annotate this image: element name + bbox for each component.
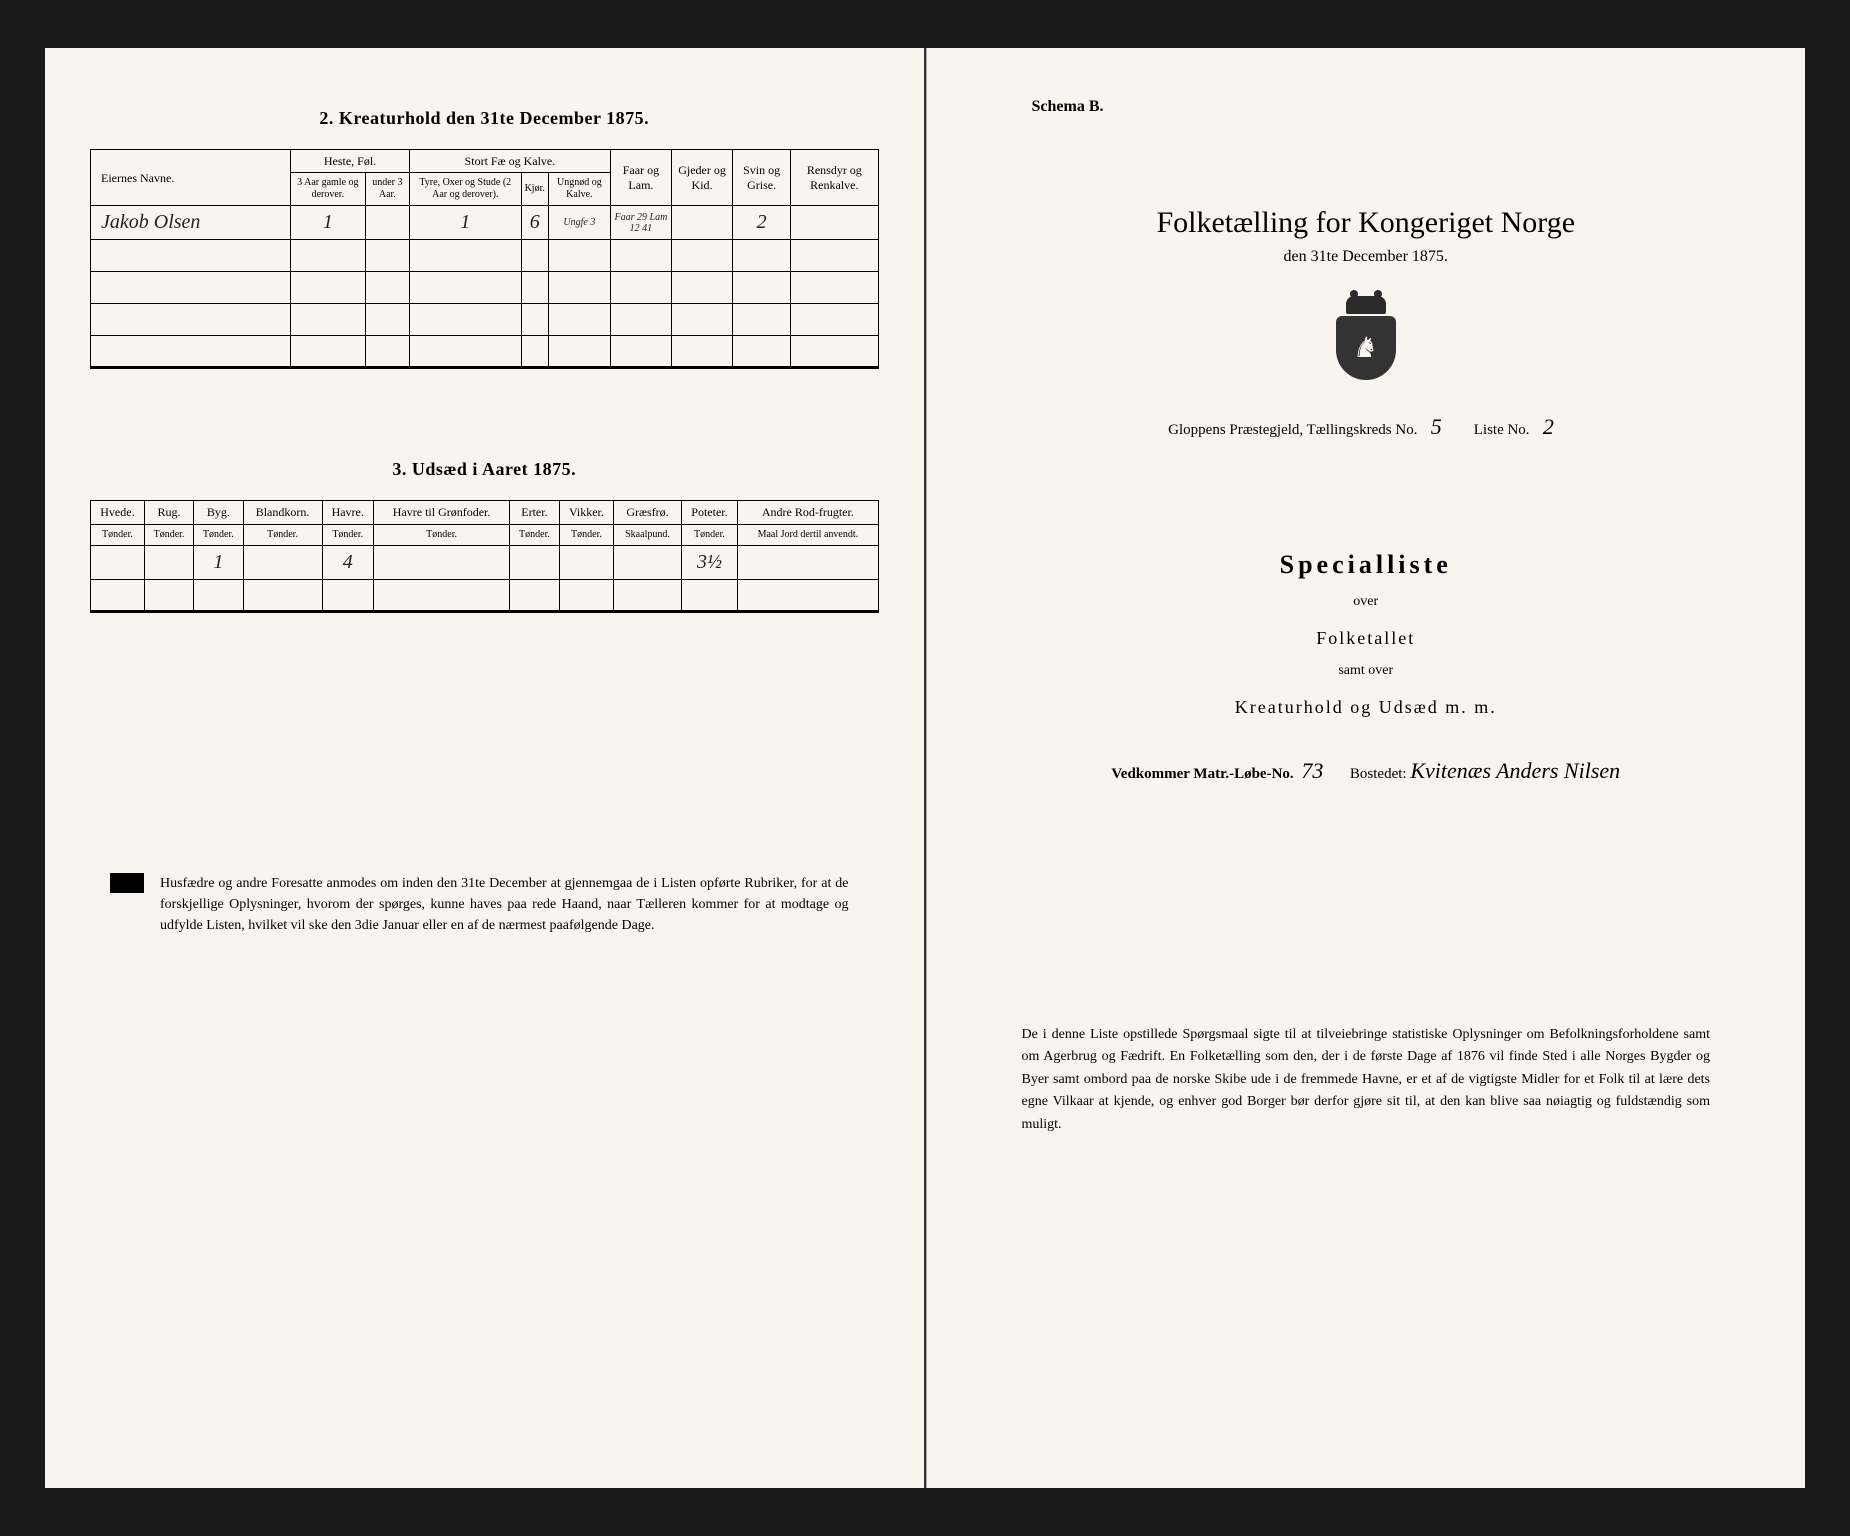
- pointing-hand-icon: [110, 873, 144, 893]
- over-label: over: [972, 594, 1761, 610]
- matr-line: Vedkommer Matr.-Løbe-No. 73 Bostedet: Kv…: [972, 758, 1761, 784]
- coat-of-arms-icon: ♞: [1326, 296, 1406, 386]
- footnote-text: Husfædre og andre Foresatte anmodes om i…: [160, 876, 849, 933]
- unit-sk: Skaalpund.: [614, 524, 681, 545]
- seed-table: Hvede. Rug. Byg. Blandkorn. Havre. Havre…: [90, 500, 879, 612]
- th-gjeder: Gjeder og Kid.: [671, 150, 732, 206]
- unit: Tønder.: [243, 524, 322, 545]
- th-navne: Eiernes Navne.: [91, 150, 291, 206]
- schema-label: Schema B.: [1032, 98, 1761, 116]
- folketallet-label: Folketallet: [972, 628, 1761, 649]
- th-s1: Tyre, Oxer og Stude (2 Aar og derover).: [410, 173, 522, 206]
- th-erter: Erter.: [510, 501, 559, 524]
- cell-andre: [738, 545, 878, 579]
- section3-title: 3. Udsæd i Aaret 1875.: [90, 459, 879, 480]
- cell-erter: [510, 545, 559, 579]
- th-vikker: Vikker.: [559, 501, 614, 524]
- cell-h1: 1: [291, 206, 366, 240]
- section2-title: 2. Kreaturhold den 31te December 1875.: [90, 108, 879, 129]
- livestock-table: Eiernes Navne. Heste, Føl. Stort Fæ og K…: [90, 149, 879, 369]
- table-row: [91, 336, 879, 368]
- th-svin: Svin og Grise.: [733, 150, 791, 206]
- th-heste: Heste, Føl.: [291, 150, 410, 173]
- table-row: [91, 579, 879, 611]
- th-h1: 3 Aar gamle og derover.: [291, 173, 366, 206]
- th-stort: Stort Fæ og Kalve.: [410, 150, 611, 173]
- liste-label: Liste No.: [1474, 422, 1530, 438]
- cell-svin: 2: [733, 206, 791, 240]
- right-footnote: De i denne Liste opstillede Spørgsmaal s…: [972, 1024, 1761, 1136]
- bosted-value: Kvitenæs Anders Nilsen: [1410, 758, 1620, 784]
- table-row: 1 4 3½: [91, 545, 879, 579]
- matr-no: 73: [1297, 758, 1327, 784]
- bosted-label: Bostedet:: [1350, 766, 1407, 782]
- parish-prefix: Gloppens Præstegjeld, Tællingskreds No.: [1168, 422, 1417, 438]
- census-subtitle: den 31te December 1875.: [972, 248, 1761, 266]
- cell-h2: [365, 206, 409, 240]
- table-row: Jakob Olsen 1 1 6 Ungfe 3 Faar 29 Lam 12…: [91, 206, 879, 240]
- cell-havre: 4: [322, 545, 373, 579]
- unit: Tønder.: [681, 524, 737, 545]
- liste-no: 2: [1533, 414, 1563, 440]
- unit: Tønder.: [194, 524, 243, 545]
- cell-blandkorn: [243, 545, 322, 579]
- th-rug: Rug.: [144, 501, 193, 524]
- cell-poteter: 3½: [681, 545, 737, 579]
- th-graesfro: Græsfrø.: [614, 501, 681, 524]
- cell-havregrn: [373, 545, 509, 579]
- cell-s1: 1: [410, 206, 522, 240]
- unit: Tønder.: [559, 524, 614, 545]
- th-havregrn: Havre til Grønfoder.: [373, 501, 509, 524]
- left-page: 2. Kreaturhold den 31te December 1875. E…: [45, 48, 926, 1488]
- th-hvede: Hvede.: [91, 501, 145, 524]
- unit: Tønder.: [510, 524, 559, 545]
- cell-s2: 6: [521, 206, 548, 240]
- table-row: [91, 272, 879, 304]
- table-row: [91, 304, 879, 336]
- cell-rens: [791, 206, 878, 240]
- th-rens: Rensdyr og Renkalve.: [791, 150, 878, 206]
- cell-graesfro: [614, 545, 681, 579]
- right-page: Schema B. Folketælling for Kongeriget No…: [926, 48, 1806, 1488]
- kreatur-label: Kreaturhold og Udsæd m. m.: [972, 697, 1761, 718]
- th-s2: Kjør.: [521, 173, 548, 206]
- cell-gjeder: [671, 206, 732, 240]
- parish-line: Gloppens Præstegjeld, Tællingskreds No. …: [972, 414, 1761, 440]
- cell-hvede: [91, 545, 145, 579]
- scan-frame: 2. Kreaturhold den 31te December 1875. E…: [45, 48, 1805, 1488]
- th-poteter: Poteter.: [681, 501, 737, 524]
- unit: Tønder.: [373, 524, 509, 545]
- cell-vikker: [559, 545, 614, 579]
- kreds-no: 5: [1421, 414, 1451, 440]
- th-havre: Havre.: [322, 501, 373, 524]
- unit: Tønder.: [91, 524, 145, 545]
- specialliste-title: Specialliste: [972, 550, 1761, 580]
- cell-byg: 1: [194, 545, 243, 579]
- th-byg: Byg.: [194, 501, 243, 524]
- cell-name: Jakob Olsen: [91, 206, 291, 240]
- th-andre: Andre Rod-frugter.: [738, 501, 878, 524]
- unit: Tønder.: [144, 524, 193, 545]
- cell-rug: [144, 545, 193, 579]
- unit: Tønder.: [322, 524, 373, 545]
- samt-label: samt over: [972, 663, 1761, 679]
- census-title: Folketælling for Kongeriget Norge: [972, 206, 1761, 240]
- th-s3: Ungnød og Kalve.: [548, 173, 610, 206]
- unit-andre: Maal Jord dertil anvendt.: [738, 524, 878, 545]
- th-faar: Faar og Lam.: [610, 150, 671, 206]
- left-footnote: Husfædre og andre Foresatte anmodes om i…: [90, 873, 879, 936]
- cell-s3: Ungfe 3: [548, 206, 610, 240]
- table-row: [91, 240, 879, 272]
- th-h2: under 3 Aar.: [365, 173, 409, 206]
- matr-label1: Vedkommer Matr.-Løbe-No.: [1111, 766, 1293, 782]
- th-blandkorn: Blandkorn.: [243, 501, 322, 524]
- cell-faar: Faar 29 Lam 12 41: [610, 206, 671, 240]
